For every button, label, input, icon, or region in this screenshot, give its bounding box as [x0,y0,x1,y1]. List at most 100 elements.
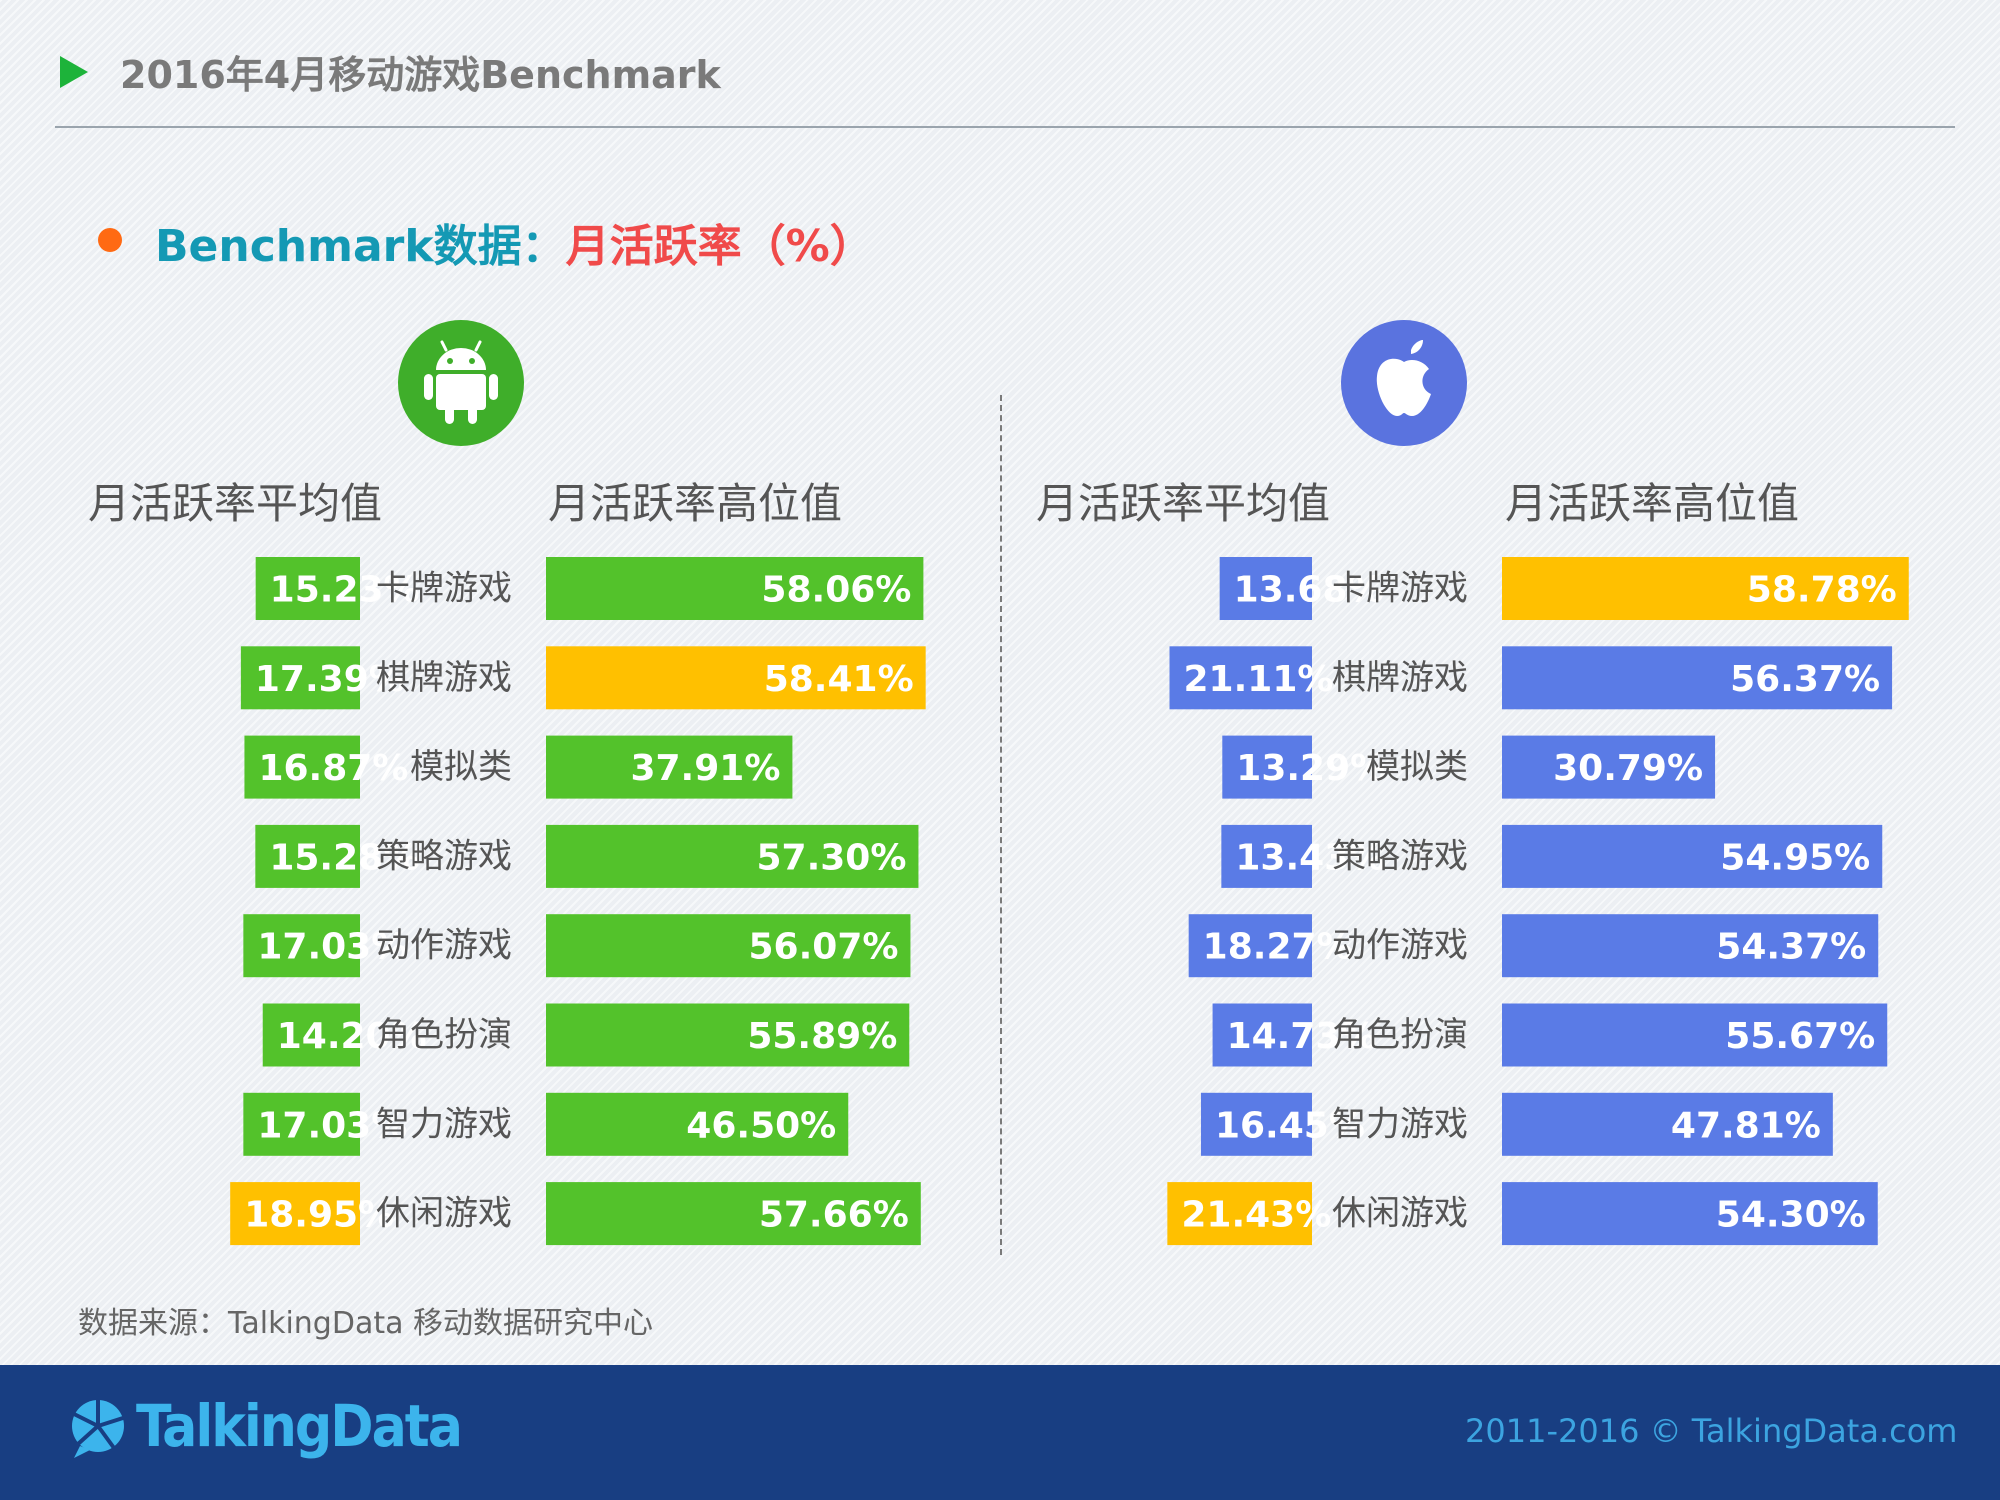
apple-icon [1341,320,1467,446]
bullet-icon [98,228,122,252]
android-avg-value: 17.03% [257,1105,407,1146]
android-high-bar [546,824,919,888]
android-high-value: 57.30% [756,837,906,878]
android-high-value: 55.89% [747,1016,897,1057]
ios-high-value: 54.30% [1716,1195,1866,1236]
ios-category-label: 策略游戏 [1332,836,1468,876]
ios-high-bar [1502,914,1879,978]
android-category-label: 模拟类 [410,747,512,787]
ios-high-bar [1502,1003,1888,1067]
platform-divider [1000,395,1002,1255]
android-high-bar [546,557,924,620]
ios-category-label: 动作游戏 [1332,926,1468,966]
android-high-bar [546,646,926,710]
subtitle-metric: 月活跃率（%） [565,221,874,272]
ios-high-value: 58.78% [1747,570,1897,611]
android-avg-bar [244,735,360,799]
talkingdata-logo-icon [68,1398,130,1464]
ios-avg-bar [1167,1182,1312,1246]
ios-avg-value: 13.29% [1236,748,1386,789]
ios-category-label: 休闲游戏 [1332,1194,1468,1234]
android-category-label: 休闲游戏 [376,1194,512,1234]
android-category-label: 角色扮演 [376,1015,512,1055]
copyright-text: 2011-2016 © TalkingData.com [1465,1412,1958,1450]
ios-high-bar [1502,824,1883,888]
ios-avg-bar [1169,646,1312,710]
android-category-label: 卡牌游戏 [376,569,512,609]
ios-high-value: 30.79% [1553,748,1703,789]
android-high-value: 58.06% [761,570,911,611]
ios-high-bar [1502,1182,1878,1246]
android-avg-bar [240,646,360,710]
ios-high-bar [1502,557,1909,620]
ios-avg-value: 18.27% [1203,927,1353,968]
android-high-bar [546,914,911,978]
ios-avg-bar [1212,1003,1312,1067]
android-high-value: 46.50% [686,1105,836,1146]
ios-category-label: 智力游戏 [1332,1104,1468,1144]
title-divider [55,126,1955,128]
ios-category-label: 角色扮演 [1332,1015,1468,1055]
android-high-value: 56.07% [749,927,899,968]
android-category-label: 智力游戏 [376,1104,512,1144]
android-avg-value: 17.39% [255,659,405,700]
android-high-value: 58.41% [764,659,914,700]
ios-avg-header: 月活跃率平均值 [1036,479,1331,528]
android-avg-value: 18.95% [244,1195,394,1236]
android-avg-bar [243,914,360,978]
ios-high-bar [1502,646,1893,710]
android-avg-bar [262,1003,360,1067]
ios-category-label: 模拟类 [1366,747,1468,787]
brand-name: TalkingData [136,1392,463,1460]
android-high-header: 月活跃率高位值 [548,479,843,528]
android-category-label: 策略游戏 [376,836,512,876]
ios-high-value: 54.37% [1716,927,1866,968]
ios-avg-value: 21.43% [1181,1195,1331,1236]
android-avg-bar [230,1182,360,1246]
subtitle-prefix: Benchmark数据： [155,221,566,272]
ios-avg-bar [1222,735,1312,799]
ios-avg-value: 14.73% [1227,1016,1377,1057]
chart-subtitle: Benchmark数据：月活跃率（%） [155,210,874,274]
data-source-note: 数据来源：TalkingData 移动数据研究中心 [78,1306,654,1341]
ios-high-value: 54.95% [1720,837,1870,878]
android-avg-value: 15.28% [269,837,419,878]
android-high-bar [546,1182,921,1246]
footer-bar [0,1365,2000,1500]
ios-high-value: 47.81% [1671,1105,1821,1146]
android-avg-value: 14.20% [277,1016,427,1057]
ios-category-label: 卡牌游戏 [1332,569,1468,609]
ios-avg-bar [1188,914,1312,978]
android-high-bar [546,1003,910,1067]
android-avg-value: 16.87% [258,748,408,789]
android-avg-header: 月活跃率平均值 [88,479,383,528]
ios-high-bar [1502,1092,1833,1156]
ios-avg-value: 13.43% [1235,837,1385,878]
android-high-value: 57.66% [759,1195,909,1236]
android-category-label: 动作游戏 [376,926,512,966]
android-high-bar [546,735,793,799]
ios-avg-value: 13.68% [1234,570,1384,611]
android-high-value: 37.91% [630,748,780,789]
title-arrow-icon [60,56,88,88]
android-avg-value: 17.03% [257,927,407,968]
ios-avg-bar [1219,557,1312,620]
ios-avg-value: 16.45% [1215,1105,1365,1146]
ios-avg-bar [1200,1092,1312,1156]
android-avg-value: 15.23% [270,570,420,611]
android-avg-bar [255,824,360,888]
ios-high-value: 56.37% [1730,659,1880,700]
ios-avg-bar [1221,824,1312,888]
page-title: 2016年4月移动游戏Benchmark [120,53,721,97]
android-avg-bar [243,1092,360,1156]
android-category-label: 棋牌游戏 [376,658,512,698]
ios-category-label: 棋牌游戏 [1332,658,1468,698]
android-avg-bar [255,557,360,620]
ios-high-header: 月活跃率高位值 [1505,479,1800,528]
android-high-bar [546,1092,849,1156]
ios-high-value: 55.67% [1725,1016,1875,1057]
ios-high-bar [1502,735,1716,799]
android-icon [398,320,524,446]
ios-avg-value: 21.11% [1184,659,1334,700]
